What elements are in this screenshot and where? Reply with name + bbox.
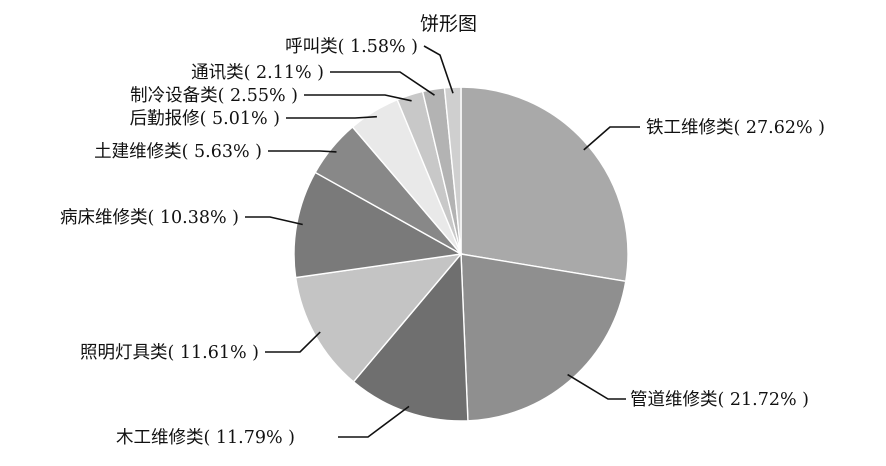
- slice-label: 制冷设备类( 2.55% ): [130, 86, 298, 106]
- leader-line: [330, 71, 435, 96]
- chart-title: 饼形图: [420, 13, 477, 35]
- leader-line: [567, 373, 626, 400]
- leader-line: [245, 216, 303, 226]
- leader-line: [583, 126, 640, 151]
- slice-labels: 铁工维修类( 27.62% ) 管道维修类( 21.72% ) 木工维修类( 11.…: [60, 37, 825, 448]
- slice-label: 病床维修类( 10.38% ): [60, 208, 239, 228]
- pie-slice: [460, 253, 627, 422]
- leader-line: [338, 405, 410, 438]
- pie-slice: [460, 86, 629, 283]
- slice-label: 照明灯具类( 11.61% ): [80, 343, 259, 363]
- pie-slices: [293, 86, 629, 422]
- slice-label: 土建维修类( 5.63% ): [94, 142, 262, 162]
- slice-label: 后勤报修( 5.01% ): [130, 109, 280, 129]
- leader-line: [423, 45, 454, 94]
- slice-label: 铁工维修类( 27.62% ): [646, 118, 825, 138]
- slice-label: 通讯类( 2.11% ): [191, 63, 324, 83]
- slice-label: 管道维修类( 21.72% ): [630, 390, 809, 410]
- slice-label: 木工维修类( 11.79% ): [116, 428, 295, 448]
- pie-slice: [443, 86, 462, 255]
- leader-line: [265, 331, 321, 353]
- leader-line: [268, 150, 337, 153]
- leader-line: [304, 94, 412, 102]
- pie-slice: [352, 252, 469, 422]
- leader-lines: [245, 45, 640, 438]
- leader-line: [286, 115, 377, 119]
- pie-slice: [294, 253, 463, 383]
- slice-label: 呼叫类( 1.58% ): [285, 37, 418, 57]
